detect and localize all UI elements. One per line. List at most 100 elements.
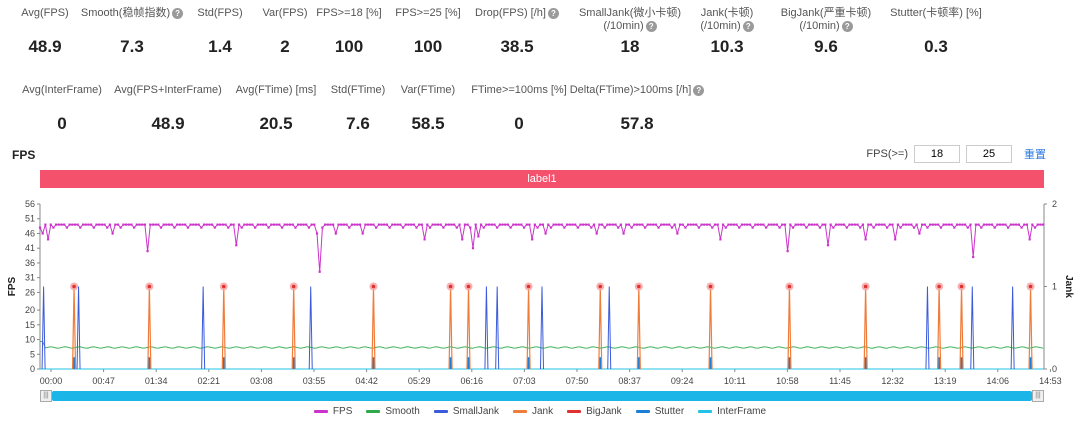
- legend-label: BigJank: [586, 406, 622, 417]
- fps-point: [165, 223, 168, 226]
- stat-stats_row1-5: FPS>=25 [%] 100: [358, 7, 498, 57]
- fps-point: [727, 223, 730, 226]
- stat-value: 9.6: [814, 37, 838, 56]
- fps-point: [205, 223, 208, 226]
- fps-point: [676, 232, 679, 235]
- fps-point: [969, 223, 972, 226]
- fps-series-line: [39, 223, 1044, 272]
- fps-point: [353, 223, 356, 226]
- fps-point: [200, 226, 203, 229]
- stat-label: Jank(卡顿) (/10min)?: [657, 7, 797, 33]
- help-icon[interactable]: ?: [172, 7, 184, 19]
- fps-point: [958, 223, 961, 226]
- legend-label: SmallJank: [452, 406, 499, 417]
- stat-label-text: Delta(FTime)>100ms [/h]: [569, 84, 692, 96]
- fps-point: [133, 226, 136, 229]
- fps-point: [471, 247, 475, 250]
- legend-item-bigjank[interactable]: BigJank: [567, 406, 622, 417]
- fps-threshold-1-input[interactable]: [914, 145, 960, 163]
- fps-point: [444, 223, 448, 226]
- fps-point: [1001, 223, 1004, 226]
- fps-point: [482, 226, 485, 229]
- help-icon[interactable]: ?: [742, 20, 754, 32]
- fps-point: [496, 226, 499, 229]
- fps-point: [692, 223, 695, 226]
- fps-section-title: FPS: [12, 148, 36, 162]
- fps-point: [695, 223, 698, 226]
- fps-point: [167, 223, 171, 226]
- legend-item-jank[interactable]: Jank: [512, 406, 553, 417]
- fps-point: [348, 226, 351, 229]
- stat-label: Smooth(稳帧指数)?: [62, 7, 202, 20]
- stat-label: BigJank(严重卡顿) (/10min)?: [756, 7, 896, 33]
- fps-threshold-2-input[interactable]: [966, 145, 1012, 163]
- fps-point: [622, 232, 625, 235]
- fps-point: [329, 223, 332, 226]
- y-tick-label: 46: [25, 228, 35, 238]
- fps-point: [178, 223, 181, 226]
- fps-point: [307, 226, 311, 229]
- legend-item-fps[interactable]: FPS: [313, 406, 352, 417]
- stat-label-sub: (/10min): [799, 20, 840, 32]
- fps-point: [291, 223, 294, 226]
- fps-point: [821, 223, 824, 226]
- help-icon[interactable]: ?: [693, 84, 705, 96]
- time-range-slider[interactable]: ||| |||: [40, 390, 1044, 402]
- legend-item-smooth[interactable]: Smooth: [366, 406, 420, 417]
- help-icon[interactable]: ?: [841, 20, 853, 32]
- fps-point: [399, 223, 402, 226]
- reset-link[interactable]: 重置: [1024, 149, 1046, 161]
- fps-point: [385, 223, 389, 226]
- fps-point: [950, 223, 953, 226]
- fps-point: [92, 226, 95, 229]
- bigjank-point: [787, 284, 792, 289]
- stat-label: Var(FTime): [358, 84, 498, 97]
- legend-item-smalljank[interactable]: SmallJank: [433, 406, 499, 417]
- stat-label: FTime>=100ms [%]: [449, 84, 589, 97]
- fps-point: [791, 226, 795, 229]
- fps-point: [73, 223, 77, 226]
- fps-point: [735, 223, 738, 226]
- slider-left-handle[interactable]: |||: [40, 390, 52, 402]
- slider-right-handle[interactable]: |||: [1032, 390, 1044, 402]
- jank-spike: [1028, 286, 1033, 370]
- fps-threshold-label: FPS(>=): [866, 148, 908, 160]
- stat-stats_row2-3: Std(FTime) 7.6: [288, 84, 428, 134]
- y-tick-label: 51: [25, 214, 35, 224]
- stat-label: SmallJank(微小卡顿) (/10min)?: [560, 7, 700, 33]
- legend-swatch: [698, 410, 713, 413]
- jank-spike: [147, 286, 152, 370]
- fps-point: [832, 226, 835, 229]
- fps-point: [894, 238, 897, 241]
- x-tick-label: 07:03: [513, 376, 536, 385]
- fps-point: [904, 223, 908, 226]
- fps-point: [877, 223, 881, 226]
- fps-point: [434, 223, 437, 226]
- fps-point: [151, 223, 155, 226]
- fps-point: [127, 223, 130, 226]
- x-tick-label: 09:24: [671, 376, 694, 385]
- fps-point: [194, 223, 198, 226]
- stat-stats_row2-6: Delta(FTime)>100ms [/h]? 57.8: [567, 84, 707, 134]
- fps-point: [595, 232, 598, 235]
- fps-point: [923, 223, 926, 226]
- smalljank-spike: [1010, 286, 1015, 370]
- fps-point: [103, 223, 106, 226]
- label-bar[interactable]: label1: [40, 170, 1044, 188]
- legend-label: InterFrame: [717, 406, 767, 417]
- fps-point: [813, 223, 816, 226]
- fps-point: [254, 226, 257, 229]
- slider-track[interactable]: [52, 391, 1032, 401]
- stat-stats_row1-10: Stutter(卡顿率) [%] 0.3: [866, 7, 1006, 57]
- help-icon[interactable]: ?: [547, 7, 559, 19]
- legend-item-interframe[interactable]: InterFrame: [698, 406, 766, 417]
- y-tick-label: 31: [25, 273, 35, 283]
- bigjank-point: [147, 284, 152, 289]
- fps-point: [501, 223, 504, 226]
- fps-point: [721, 223, 725, 226]
- fps-point: [332, 223, 335, 226]
- fps-point: [84, 223, 87, 226]
- help-icon[interactable]: ?: [645, 20, 657, 32]
- fps-point: [966, 226, 969, 229]
- legend-item-stutter[interactable]: Stutter: [635, 406, 684, 417]
